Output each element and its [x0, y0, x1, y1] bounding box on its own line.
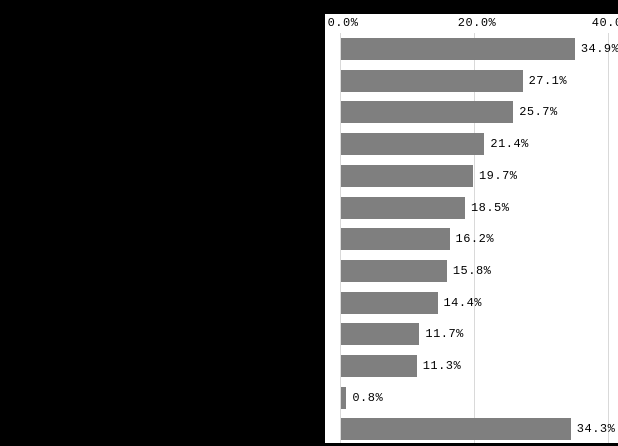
bar[interactable] — [341, 101, 514, 124]
bar[interactable] — [341, 69, 523, 92]
bar-value-label: 34.3% — [576, 422, 616, 437]
bar[interactable] — [341, 38, 575, 60]
bar[interactable] — [341, 386, 347, 409]
bar-row: 0.8% — [340, 386, 618, 409]
x-axis-tick-label: 20.0% — [457, 16, 497, 30]
bar-value-label: 14.4% — [443, 295, 482, 310]
bar[interactable] — [341, 355, 417, 377]
bar-row: 16.2% — [340, 228, 618, 251]
bar[interactable] — [341, 259, 447, 282]
bar-row: 34.9% — [340, 38, 618, 60]
bar[interactable] — [341, 323, 420, 346]
bar[interactable] — [341, 196, 465, 219]
bar-row: 21.4% — [340, 133, 618, 156]
bar-value-label: 25.7% — [519, 105, 558, 120]
bar-value-label: 21.4% — [490, 137, 529, 152]
x-gridline — [340, 33, 341, 443]
plot-area: 34.9% 27.1% 25.7% 21.4% 19.7% 18.5% 16.2% 15.8%… — [340, 33, 618, 443]
bar-value-label: 15.8% — [452, 263, 492, 278]
redacted-category-label-area — [0, 0, 325, 446]
bar-value-label: 34.9% — [580, 42, 618, 56]
x-gridline — [474, 33, 475, 443]
bar[interactable] — [341, 291, 438, 314]
x-axis-tick-label: 40.0% — [591, 16, 618, 30]
bar-value-label: 11.7% — [425, 327, 464, 342]
bar-row: 25.7% — [340, 101, 618, 124]
bar-row: 19.7% — [340, 164, 618, 187]
bar-row: 11.7% — [340, 323, 618, 346]
x-gridline — [608, 33, 609, 443]
bar[interactable] — [341, 418, 571, 441]
bar-row: 15.8% — [340, 259, 618, 282]
bar[interactable] — [341, 228, 450, 251]
bar-value-label: 18.5% — [470, 200, 510, 215]
bar-value-label: 11.3% — [422, 359, 462, 373]
bar-row: 34.3% — [340, 418, 618, 441]
bar-row: 14.4% — [340, 291, 618, 314]
bar-row: 11.3% — [340, 355, 618, 377]
bar-value-label: 19.7% — [478, 168, 518, 183]
bar-value-label: 16.2% — [455, 232, 495, 247]
bar[interactable] — [341, 133, 485, 156]
bar-value-label: 27.1% — [528, 73, 568, 88]
x-axis-tick-label: 0.0% — [327, 16, 359, 30]
bar-value-label: 0.8% — [352, 390, 384, 405]
bar-chart-panel: 0.0% 20.0% 40.0% 34.9% 27.1% 25.7% 21.4% 19.7%… — [325, 14, 618, 443]
bar-row: 18.5% — [340, 196, 618, 219]
bar[interactable] — [341, 164, 473, 187]
bar-row: 27.1% — [340, 69, 618, 92]
x-axis: 0.0% 20.0% 40.0% — [325, 14, 618, 33]
